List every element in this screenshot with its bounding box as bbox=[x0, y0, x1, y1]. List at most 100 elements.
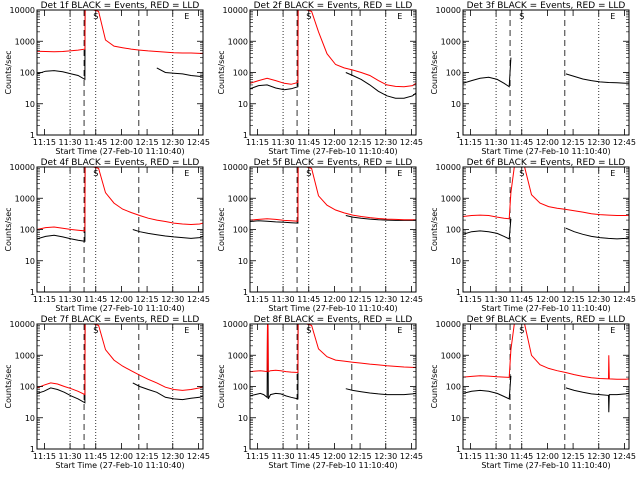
y-tick-label: 1000 bbox=[15, 194, 35, 203]
y-tick-label: 10 bbox=[238, 414, 248, 423]
x-tick-label: 12:00 bbox=[110, 138, 133, 147]
panel-title: Det 4f BLACK = Events, RED = LLD bbox=[41, 158, 200, 168]
y-axis-label: Counts/sec bbox=[217, 364, 226, 408]
panel-title: Det 5f BLACK = Events, RED = LLD bbox=[254, 158, 413, 168]
x-tick-label: 11:15 bbox=[459, 452, 482, 461]
plot-frame bbox=[249, 166, 417, 293]
x-tick-label: 12:30 bbox=[161, 138, 184, 147]
plot-frame bbox=[462, 323, 630, 450]
x-tick-label: 12:45 bbox=[613, 452, 636, 461]
y-tick-label: 10 bbox=[451, 414, 461, 423]
panel-title: Det 3f BLACK = Events, RED = LLD bbox=[467, 1, 626, 11]
x-tick-label: 11:30 bbox=[485, 138, 508, 147]
x-tick-label: 12:00 bbox=[536, 138, 559, 147]
end-marker-label: E bbox=[397, 169, 402, 178]
x-tick-label: 11:45 bbox=[297, 295, 320, 304]
events-series-line bbox=[37, 167, 203, 242]
events-series-line bbox=[463, 375, 629, 413]
y-tick-label: 1 bbox=[243, 131, 248, 140]
panel-8: Det 8f BLACK = Events, RED = LLD 1 10 100 10… bbox=[217, 315, 423, 470]
y-axis-label: Counts/sec bbox=[430, 207, 439, 251]
end-marker-label: E bbox=[397, 12, 402, 21]
y-tick-label: 10000 bbox=[436, 320, 461, 329]
x-tick-label: 11:15 bbox=[33, 295, 56, 304]
x-tick-label: 12:00 bbox=[536, 295, 559, 304]
x-axis-label: Start Time (27-Feb-10 11:10:40) bbox=[268, 461, 397, 470]
x-tick-label: 11:45 bbox=[84, 138, 107, 147]
y-tick-label: 10000 bbox=[223, 163, 248, 172]
y-axis-label: Counts/sec bbox=[217, 50, 226, 94]
panel-4: Det 4f BLACK = Events, RED = LLD 1 10 100 10… bbox=[4, 158, 210, 313]
y-tick-label: 10000 bbox=[436, 6, 461, 15]
x-tick-label: 11:30 bbox=[59, 452, 82, 461]
panel-2: Det 2f BLACK = Events, RED = LLD 1 10 100 10… bbox=[217, 1, 423, 156]
x-tick-label: 12:30 bbox=[374, 138, 397, 147]
x-axis-label: Start Time (27-Feb-10 11:10:40) bbox=[55, 304, 184, 313]
x-axis-label: Start Time (27-Feb-10 11:10:40) bbox=[481, 461, 610, 470]
x-tick-label: 12:00 bbox=[110, 295, 133, 304]
y-tick-label: 10000 bbox=[10, 320, 35, 329]
y-tick-label: 1000 bbox=[441, 351, 461, 360]
end-marker-label: E bbox=[610, 326, 615, 335]
x-tick-label: 12:45 bbox=[187, 295, 210, 304]
y-tick-label: 100 bbox=[233, 226, 248, 235]
y-tick-label: 1 bbox=[456, 445, 461, 454]
panel-9: Det 9f BLACK = Events, RED = LLD 1 10 100 10… bbox=[430, 315, 636, 470]
end-marker-label: E bbox=[184, 326, 189, 335]
x-tick-label: 12:45 bbox=[187, 452, 210, 461]
plot-frame bbox=[462, 166, 630, 293]
x-tick-label: 12:30 bbox=[374, 295, 397, 304]
x-tick-label: 12:15 bbox=[136, 138, 159, 147]
start-marker-label: S bbox=[519, 169, 524, 178]
x-tick-label: 11:30 bbox=[485, 452, 508, 461]
plot-frame bbox=[249, 323, 417, 450]
y-tick-label: 1000 bbox=[228, 194, 248, 203]
x-tick-label: 12:45 bbox=[613, 295, 636, 304]
y-axis-label: Counts/sec bbox=[4, 364, 13, 408]
start-marker-label: S bbox=[306, 169, 311, 178]
x-axis-label: Start Time (27-Feb-10 11:10:40) bbox=[55, 147, 184, 156]
y-axis-label: Counts/sec bbox=[430, 364, 439, 408]
x-tick-label: 12:15 bbox=[349, 295, 372, 304]
y-tick-label: 10000 bbox=[436, 163, 461, 172]
y-axis-label: Counts/sec bbox=[430, 50, 439, 94]
x-tick-label: 12:30 bbox=[587, 138, 610, 147]
end-marker-label: E bbox=[610, 12, 615, 21]
y-axis-label: Counts/sec bbox=[217, 207, 226, 251]
x-tick-label: 12:45 bbox=[400, 295, 423, 304]
x-axis-label: Start Time (27-Feb-10 11:10:40) bbox=[268, 304, 397, 313]
x-tick-label: 12:15 bbox=[562, 295, 585, 304]
panel-6: Det 6f BLACK = Events, RED = LLD 1 10 100 10… bbox=[430, 158, 636, 313]
y-tick-label: 100 bbox=[446, 69, 461, 78]
panel-title: Det 7f BLACK = Events, RED = LLD bbox=[41, 315, 200, 325]
y-tick-label: 1 bbox=[243, 288, 248, 297]
lld-series-line bbox=[250, 10, 416, 88]
x-tick-label: 11:45 bbox=[297, 452, 320, 461]
y-tick-label: 100 bbox=[446, 226, 461, 235]
plot-frame bbox=[36, 166, 204, 293]
x-tick-label: 12:30 bbox=[587, 295, 610, 304]
y-tick-label: 1 bbox=[30, 288, 35, 297]
y-axis-label: Counts/sec bbox=[4, 50, 13, 94]
x-tick-label: 11:15 bbox=[33, 138, 56, 147]
x-tick-label: 12:00 bbox=[110, 452, 133, 461]
start-marker-label: S bbox=[93, 169, 98, 178]
start-marker-label: S bbox=[306, 326, 311, 335]
y-tick-label: 1000 bbox=[228, 351, 248, 360]
y-tick-label: 100 bbox=[233, 69, 248, 78]
events-series-line bbox=[250, 167, 416, 224]
x-tick-label: 11:45 bbox=[510, 452, 533, 461]
x-tick-label: 11:45 bbox=[84, 452, 107, 461]
x-tick-label: 12:30 bbox=[587, 452, 610, 461]
lld-series-line bbox=[37, 10, 203, 54]
x-tick-label: 12:30 bbox=[161, 295, 184, 304]
plot-frame bbox=[36, 9, 204, 136]
y-tick-label: 1 bbox=[30, 445, 35, 454]
x-tick-label: 11:15 bbox=[246, 138, 269, 147]
panel-title: Det 1f BLACK = Events, RED = LLD bbox=[41, 1, 200, 11]
y-tick-label: 10 bbox=[238, 257, 248, 266]
y-tick-label: 1000 bbox=[441, 194, 461, 203]
x-tick-label: 11:45 bbox=[510, 138, 533, 147]
x-tick-label: 11:15 bbox=[459, 138, 482, 147]
x-tick-label: 12:30 bbox=[374, 452, 397, 461]
